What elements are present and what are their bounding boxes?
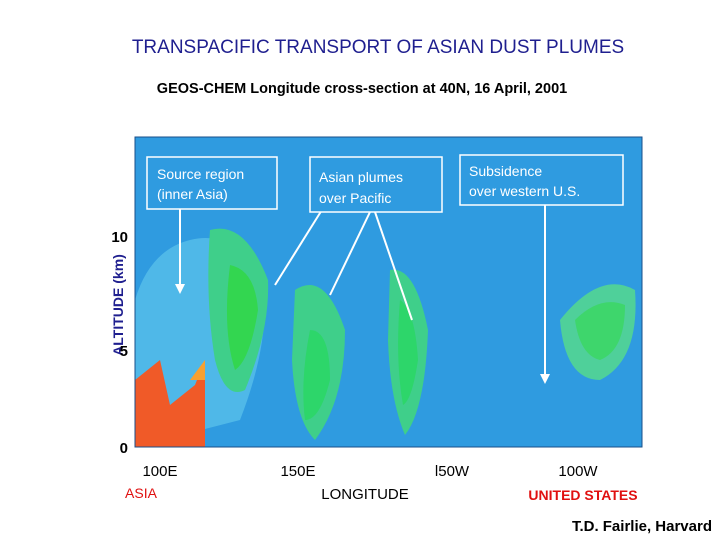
x-tick-label: 100W <box>558 463 598 480</box>
annotation: Asian plumes <box>319 169 403 185</box>
y-axis-label: ALTITUDE (km) <box>110 254 126 356</box>
region-label: ASIA <box>125 485 158 501</box>
annotation: over western U.S. <box>469 183 580 199</box>
contour-plot <box>134 136 643 448</box>
annotation: Source region <box>157 166 244 182</box>
annotation: Subsidence <box>469 163 542 179</box>
x-axis-label: LONGITUDE <box>321 486 409 503</box>
annotation: over Pacific <box>319 190 391 206</box>
y-tick-label: 0 <box>120 440 128 457</box>
y-tick-label: 10 <box>111 229 128 246</box>
annotation: (inner Asia) <box>157 186 228 202</box>
y-tick-label: 5 <box>120 343 128 360</box>
region-label: UNITED STATES <box>528 487 637 503</box>
x-tick-label: 150E <box>280 463 315 480</box>
subtitle: GEOS-CHEM Longitude cross-section at 40N… <box>157 81 567 97</box>
x-tick-label: l50W <box>435 463 470 480</box>
credit: T.D. Fairlie, Harvard <box>572 518 712 535</box>
title: TRANSPACIFIC TRANSPORT OF ASIAN DUST PLU… <box>132 37 624 58</box>
x-tick-label: 100E <box>142 463 177 480</box>
